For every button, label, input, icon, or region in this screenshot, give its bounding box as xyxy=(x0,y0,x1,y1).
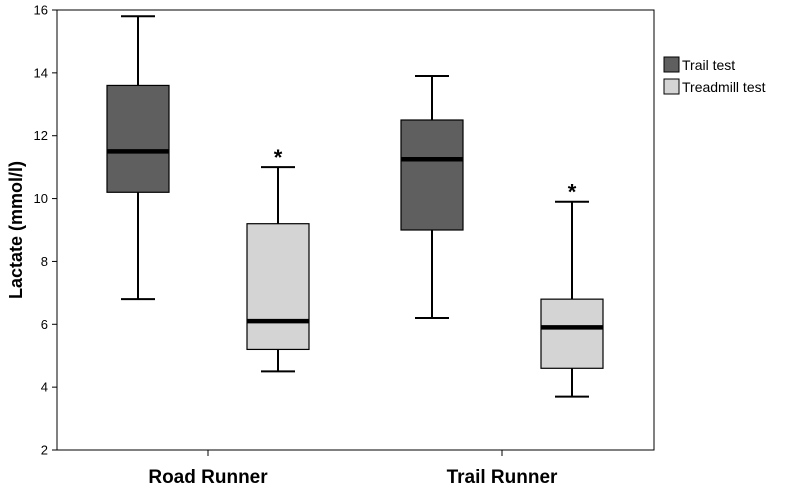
iqr-box xyxy=(540,298,604,369)
significance-marker: * xyxy=(568,180,577,205)
legend: Trail test Treadmill test xyxy=(663,56,766,95)
y-axis-label: Lactate (mmol/l) xyxy=(6,161,26,299)
iqr-box xyxy=(400,119,464,231)
legend-label: Trail test xyxy=(682,57,735,73)
iqr-box xyxy=(246,223,310,351)
box-treadmill-test-trail-runner xyxy=(540,200,604,398)
y-tick-label: 10 xyxy=(34,191,48,206)
significance-marker: * xyxy=(274,145,283,170)
box-trail-test-trail-runner xyxy=(400,75,464,319)
box-treadmill-test-road-runner xyxy=(246,166,310,373)
plot-frame xyxy=(56,9,655,451)
y-tick-label: 12 xyxy=(34,128,48,143)
category-label: Road Runner xyxy=(148,467,268,488)
plot-area: ** xyxy=(106,15,604,398)
legend-label: Treadmill test xyxy=(682,79,766,95)
y-tick-label: 14 xyxy=(34,65,48,80)
legend-swatch xyxy=(663,56,680,73)
axes: 2 4 6 8 10 12 14 16 Road Runner Trail Runner Lacta… xyxy=(6,3,655,488)
box-trail-test-road-runner xyxy=(106,15,170,301)
legend-swatch xyxy=(663,78,680,95)
y-tick-label: 16 xyxy=(34,3,48,18)
category-label: Trail Runner xyxy=(447,467,558,488)
iqr-box xyxy=(106,84,170,193)
y-tick-label: 2 xyxy=(41,443,48,458)
y-tick-label: 8 xyxy=(41,254,48,269)
y-tick-label: 6 xyxy=(41,317,48,332)
y-tick-label: 4 xyxy=(41,380,48,395)
